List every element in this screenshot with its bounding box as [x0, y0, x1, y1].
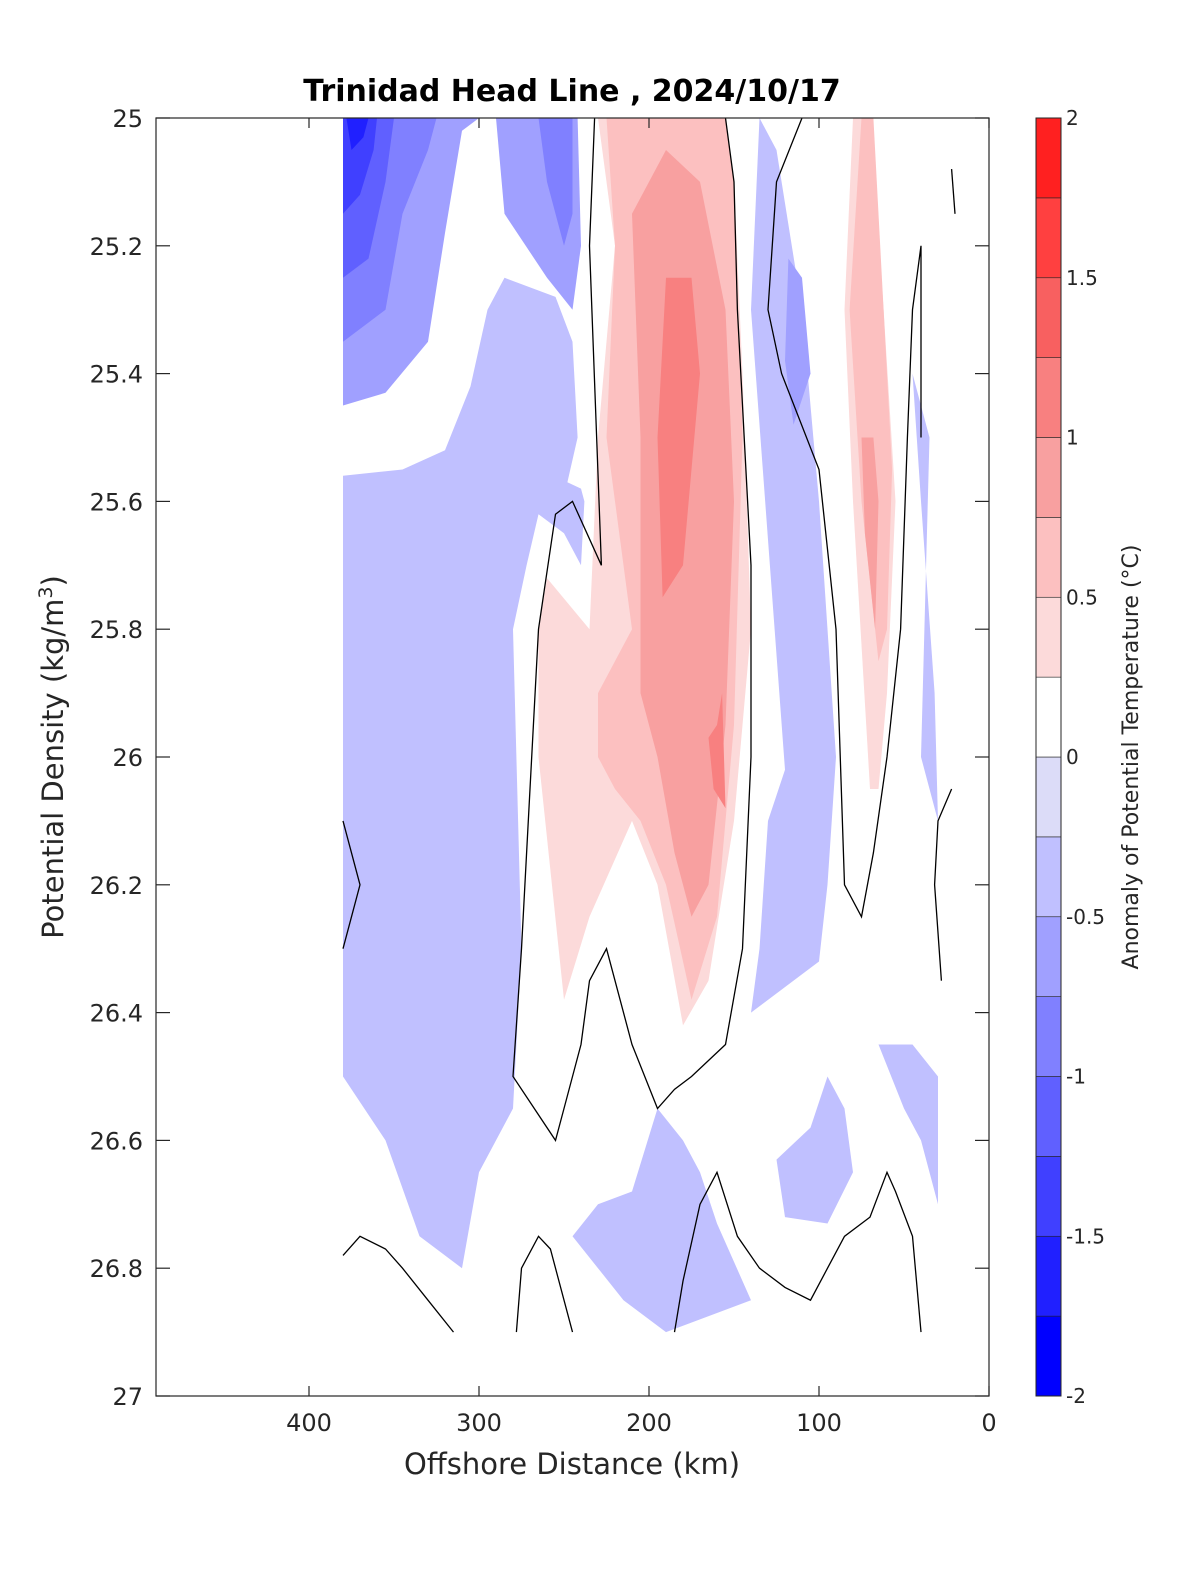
y-axis-label: Potential Density (kg/m3) [35, 575, 70, 939]
colorbar-band [1035, 1235, 1062, 1317]
y-tick-label: 25 [112, 105, 143, 133]
contour-region-0 [343, 118, 585, 1269]
colorbar-band [1035, 117, 1062, 199]
colorbar-band [1035, 1076, 1062, 1157]
colorbar-tick-label: 0.5 [1066, 585, 1098, 609]
zero-contour-line-3 [342, 1235, 455, 1333]
contour-region-20 [657, 277, 700, 598]
colorbar-tick-label: -1 [1066, 1065, 1086, 1089]
colorbar-band [1035, 996, 1062, 1077]
colorbar-band [1035, 437, 1062, 518]
colorbar-band [1035, 676, 1062, 758]
zero-contour-line-6 [950, 169, 956, 214]
y-tick-label: 25.6 [90, 488, 143, 516]
contour-region-2 [912, 373, 938, 821]
zero-contour-line-2 [342, 820, 361, 949]
zero-contour-line-1 [767, 118, 922, 919]
colorbar-tick-label: 2 [1066, 106, 1079, 130]
zero-contour-line-7 [933, 788, 953, 981]
y-axis-label-superscript: 3 [35, 586, 57, 598]
colorbar-tick-label: 1 [1066, 426, 1079, 450]
colorbar-frame [1035, 117, 1062, 1397]
contour-region-19 [861, 437, 879, 630]
colorbar-band [1035, 197, 1062, 279]
contour-region-21 [708, 693, 726, 809]
x-tick-label: 300 [456, 1409, 502, 1437]
y-axis-ticks: 25 25.2 25.4 25.6 25.8 26 26.2 26.4 26.6 26.8 27 [90, 105, 989, 1411]
colorbar-tick-label: 0 [1066, 745, 1079, 769]
contour-region-17 [849, 118, 893, 662]
x-tick-label: 200 [626, 1409, 672, 1437]
colorbar-band [1035, 517, 1062, 598]
y-tick-label: 25.8 [90, 616, 143, 644]
y-axis-label-main: Potential Density (kg/m [36, 599, 70, 939]
zero-contour-line-0 [512, 118, 752, 1142]
contour-region-5 [572, 1108, 751, 1333]
x-axis-label: Offshore Distance (km) [404, 1447, 740, 1481]
colorbar-band [1035, 1315, 1062, 1397]
y-tick-label: 26.2 [90, 872, 143, 900]
chart-title: Trinidad Head Line , 2024/10/17 [303, 74, 840, 109]
x-tick-label: 0 [981, 1409, 996, 1437]
zero-contour-line-4 [515, 1235, 574, 1333]
colorbar-band [1035, 596, 1062, 678]
y-axis-label-close: ) [36, 575, 70, 586]
contour-region-13 [346, 118, 369, 150]
y-tick-label: 26 [112, 744, 143, 772]
contour-region-10 [538, 118, 573, 246]
contour-region-8 [785, 258, 811, 425]
y-tick-label: 26.8 [90, 1255, 143, 1283]
colorbar: 2 1.5 1 0.5 0 -0.5 -1 -1.5 -2 [1035, 106, 1105, 1408]
colorbar-tick-label: -0.5 [1066, 905, 1105, 929]
colorbar-band [1035, 836, 1062, 918]
x-axis-ticks: 400 300 200 100 0 [286, 118, 997, 1437]
contour-lines [342, 118, 956, 1333]
colorbar-label: Anomaly of Potential Temperature (°C) [1119, 545, 1144, 970]
zero-contour-line-5 [673, 1170, 922, 1333]
contour-region-4 [776, 1076, 853, 1224]
x-tick-label: 400 [286, 1409, 332, 1437]
colorbar-band [1035, 277, 1062, 358]
contour-region-3 [878, 1044, 938, 1205]
contour-fills [343, 118, 938, 1333]
y-tick-label: 26.4 [90, 1000, 143, 1028]
y-tick-label: 25.2 [90, 233, 143, 261]
colorbar-band [1035, 756, 1062, 838]
contour-region-1 [751, 118, 836, 1013]
colorbar-band [1035, 1156, 1062, 1237]
colorbar-tick-label: -2 [1066, 1384, 1086, 1408]
y-tick-label: 26.6 [90, 1127, 143, 1155]
colorbar-tick-label: 1.5 [1066, 266, 1098, 290]
colorbar-band [1035, 916, 1062, 997]
y-tick-label: 27 [112, 1383, 143, 1411]
colorbar-band [1035, 357, 1062, 438]
y-tick-label: 25.4 [90, 361, 143, 389]
x-tick-label: 100 [796, 1409, 842, 1437]
colorbar-tick-label: -1.5 [1066, 1224, 1105, 1248]
